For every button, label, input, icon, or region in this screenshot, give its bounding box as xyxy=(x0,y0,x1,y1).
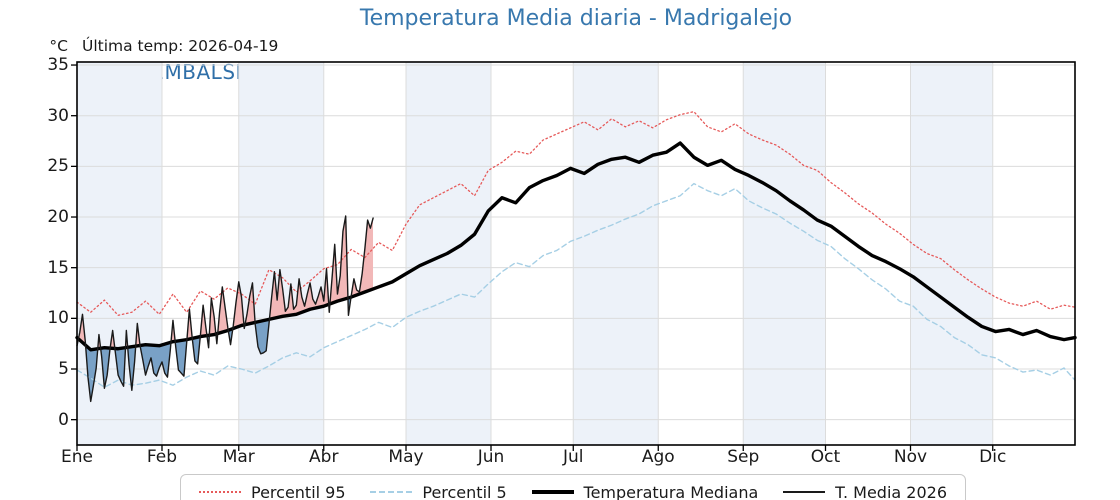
x-tick-label: Mar xyxy=(222,447,255,467)
x-tick-label: Ago xyxy=(641,447,675,467)
y-axis-unit-label: °C xyxy=(49,37,68,55)
x-tick-label: Nov xyxy=(893,447,928,467)
y-tick-label: 0 xyxy=(58,409,69,430)
x-tick-label: Oct xyxy=(810,447,841,467)
x-tick-label: Ene xyxy=(61,447,93,467)
x-tick-label: Sep xyxy=(727,447,760,467)
legend-item: Percentil 95 xyxy=(199,483,346,500)
chart-title: Temperatura Media diaria - Madrigalejo xyxy=(359,6,793,31)
y-tick-label: 15 xyxy=(47,257,69,278)
legend-item: Temperatura Mediana xyxy=(531,482,759,500)
legend-line-sample xyxy=(531,490,574,494)
y-tick-label: 35 xyxy=(47,55,69,76)
x-tick-label: Abr xyxy=(309,447,339,467)
y-tick-label: 25 xyxy=(47,156,69,177)
legend-line-sample xyxy=(783,491,826,493)
y-tick-label: 5 xyxy=(58,359,69,379)
x-tick-label: Jun xyxy=(477,447,505,467)
legend-item: Percentil 5 xyxy=(370,482,507,500)
y-tick-label: 10 xyxy=(47,308,69,329)
legend: Percentil 95 Percentil 5 Temperatura Media… xyxy=(180,474,966,500)
legend-label: Percentil 95 xyxy=(251,482,346,500)
y-tick-label: 20 xyxy=(47,207,69,228)
x-tick-label: May xyxy=(388,447,424,467)
legend-line-sample xyxy=(199,491,241,493)
last-temp-annotation: Última temp: 2026-04-19 xyxy=(82,37,279,55)
legend-item: T. Media 2026 xyxy=(783,483,947,500)
x-tick-label: Feb xyxy=(146,447,178,467)
legend-label: Temperatura Mediana xyxy=(583,482,759,500)
x-tick-label: Dic xyxy=(979,447,1007,467)
x-tick-label: Jul xyxy=(562,447,584,467)
legend-label: Percentil 5 xyxy=(422,482,507,500)
legend-line-sample xyxy=(370,491,413,493)
y-tick-label: 30 xyxy=(47,105,69,126)
legend-label: T. Media 2026 xyxy=(835,482,947,500)
